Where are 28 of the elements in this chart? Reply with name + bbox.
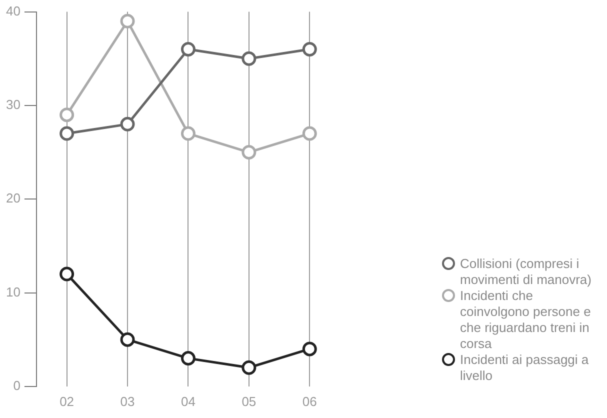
point <box>60 266 74 282</box>
legend-label: Collisioni (compresi i movimenti di manovra) <box>460 256 592 288</box>
x-tick-label: 06 <box>302 394 317 409</box>
point <box>60 108 74 122</box>
point <box>242 51 256 66</box>
point <box>302 42 317 57</box>
y-tick-label: 10 <box>6 284 20 300</box>
legend-label: Incidenti ai passaggi a livello <box>460 352 590 384</box>
x-tick-label: 02 <box>60 394 74 409</box>
point <box>302 342 317 356</box>
legend-label: Incidenti che coinvolgono persone e che riguardano treni in corsa <box>460 288 592 352</box>
point <box>120 14 135 28</box>
point <box>180 351 196 366</box>
y-tick-label: 20 <box>6 190 20 206</box>
point <box>60 126 74 141</box>
point <box>302 126 317 141</box>
point <box>120 116 135 132</box>
x-tick-label: 05 <box>242 394 256 409</box>
point <box>120 332 135 347</box>
y-tick-label: 30 <box>6 97 20 112</box>
x-tick-label: 03 <box>120 394 135 409</box>
x-tick-label: 04 <box>180 394 196 409</box>
point <box>242 360 256 375</box>
point <box>242 145 256 160</box>
point <box>180 42 196 57</box>
point <box>180 126 196 141</box>
y-tick-label: 40 <box>6 3 20 18</box>
y-tick-label: 0 <box>13 378 20 393</box>
